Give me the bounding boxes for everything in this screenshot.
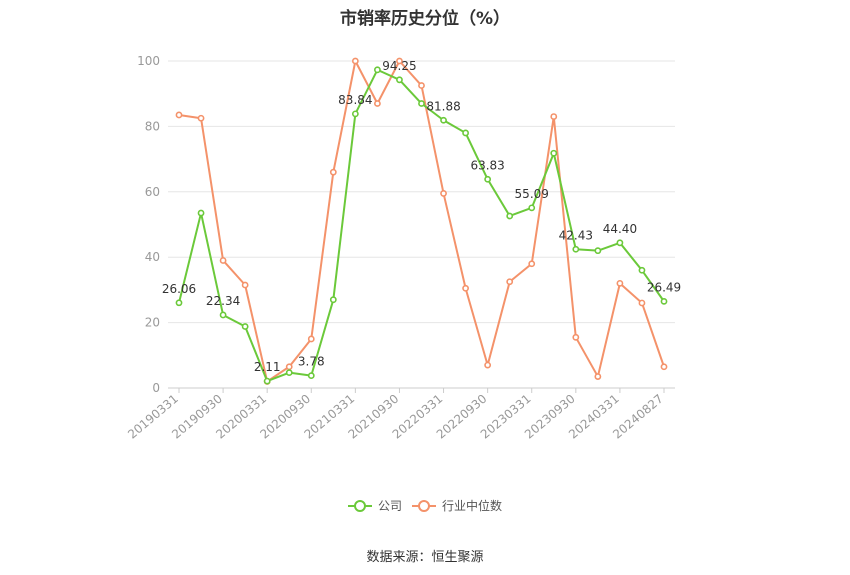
data-label: 44.40: [603, 222, 637, 236]
y-tick-label: 80: [145, 119, 160, 133]
y-tick-label: 20: [145, 316, 160, 330]
y-tick-label: 60: [145, 185, 160, 199]
data-point-1: [241, 281, 249, 289]
data-point-0: [440, 116, 447, 124]
data-point-0: [175, 299, 183, 307]
chart-source: 数据来源：恒生聚源: [366, 550, 484, 565]
data-point-0: [307, 372, 315, 380]
data-point-0: [594, 247, 602, 255]
data-point-0: [285, 369, 293, 377]
data-label: 2.11: [254, 360, 281, 374]
chart-title: 市销率历史分位（%）: [339, 9, 511, 29]
data-point-1: [528, 260, 536, 268]
data-point-0: [506, 212, 514, 220]
data-point-1: [616, 279, 624, 287]
series-line-0: [178, 68, 665, 383]
data-point-1: [396, 57, 403, 65]
data-point-1: [418, 82, 425, 89]
legend-label-0: 公司: [378, 499, 402, 513]
data-point-0: [351, 110, 359, 118]
data-point-0: [374, 66, 381, 74]
series-line-1: [178, 60, 665, 383]
data-point-1: [572, 333, 580, 341]
data-point-0: [484, 175, 492, 183]
data-label: 26.49: [647, 280, 681, 294]
data-point-0: [219, 311, 227, 319]
data-point-1: [462, 284, 469, 292]
data-point-1: [638, 299, 646, 307]
data-point-1: [197, 114, 205, 122]
data-label: 94.25: [382, 59, 416, 73]
data-point-1: [484, 361, 492, 369]
data-label: 83.84: [338, 93, 372, 107]
data-point-1: [550, 113, 558, 120]
data-point-1: [329, 168, 337, 176]
data-point-1: [594, 373, 602, 380]
data-point-1: [307, 335, 315, 343]
legend-marker-0: [354, 500, 366, 512]
data-point-0: [462, 129, 469, 137]
data-point-0: [660, 297, 668, 305]
y-tick-label: 40: [145, 250, 160, 264]
y-tick-label: 0: [152, 381, 160, 395]
data-point-1: [660, 363, 668, 371]
data-point-0: [396, 76, 403, 84]
data-point-0: [638, 266, 646, 274]
data-point-1: [440, 190, 447, 197]
data-point-0: [241, 323, 249, 330]
data-point-1: [506, 278, 514, 286]
data-point-1: [374, 100, 381, 107]
data-point-0: [528, 204, 536, 212]
data-label: 26.06: [162, 282, 196, 296]
data-point-1: [285, 363, 293, 371]
data-point-0: [616, 239, 624, 247]
data-label: 42.43: [559, 228, 593, 242]
data-point-0: [418, 100, 425, 107]
data-point-1: [351, 57, 359, 65]
data-label: 81.88: [426, 99, 460, 113]
data-label: 55.09: [515, 187, 549, 201]
data-label: 3.78: [298, 355, 325, 369]
data-point-0: [550, 149, 558, 157]
data-label: 63.83: [470, 158, 504, 172]
data-label: 22.34: [206, 294, 240, 308]
y-tick-label: 100: [137, 54, 160, 68]
data-point-0: [329, 296, 337, 304]
data-point-1: [175, 111, 183, 119]
data-point-1: [219, 257, 227, 264]
legend-label-1: 行业中位数: [442, 498, 502, 513]
legend-marker-1: [418, 500, 430, 512]
data-point-0: [197, 209, 205, 217]
data-point-0: [263, 377, 271, 385]
data-point-0: [572, 245, 580, 253]
